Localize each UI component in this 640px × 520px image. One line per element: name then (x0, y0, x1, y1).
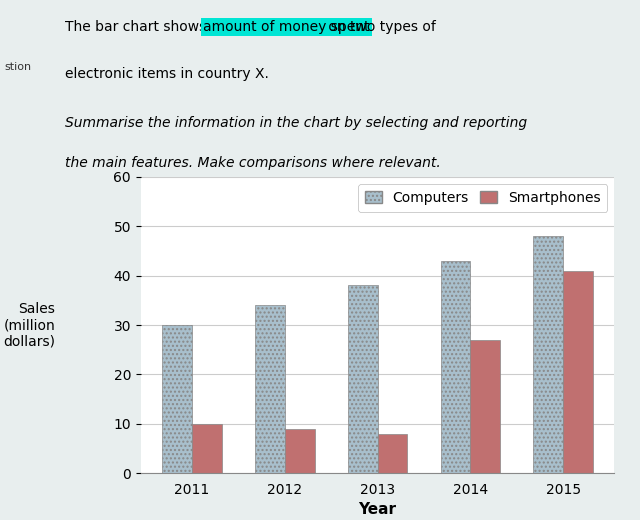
Text: electronic items in country X.: electronic items in country X. (65, 67, 269, 81)
Text: The bar chart shows the: The bar chart shows the (65, 20, 238, 34)
Bar (441, 261, 470, 473)
Text: amount of money spent: amount of money spent (204, 20, 370, 34)
Text: the main features. Make comparisons where relevant.: the main features. Make comparisons wher… (65, 157, 441, 171)
Bar (255, 305, 285, 473)
Bar (192, 424, 221, 473)
Bar (348, 285, 378, 473)
Legend: Computers, Smartphones: Computers, Smartphones (358, 184, 607, 212)
Text: Summarise the information in the chart by selecting and reporting: Summarise the information in the chart b… (65, 116, 527, 131)
Bar (470, 340, 500, 473)
Y-axis label: Sales
(million
dollars): Sales (million dollars) (3, 302, 55, 348)
Text: on two types of: on two types of (324, 20, 436, 34)
Text: stion: stion (4, 62, 31, 72)
Bar (534, 236, 563, 473)
Bar (378, 434, 407, 473)
Bar (163, 325, 192, 473)
Bar (285, 428, 314, 473)
Bar (563, 271, 593, 473)
X-axis label: Year: Year (358, 502, 397, 517)
